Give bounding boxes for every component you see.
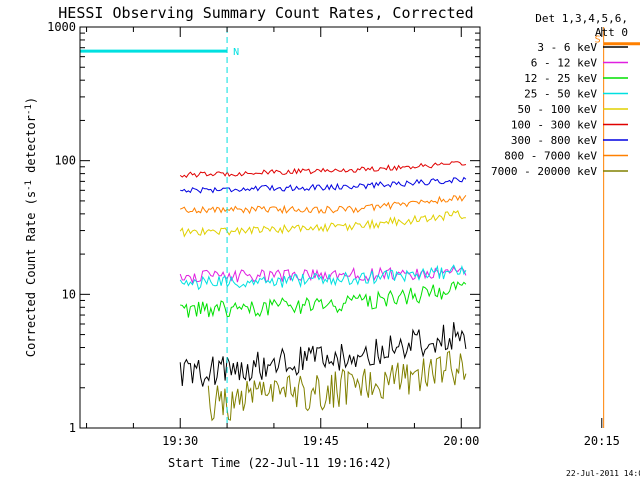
legend-entry-label: 3 - 6 keV <box>537 41 597 54</box>
series-line <box>179 161 467 178</box>
x-tick-label: 20:15 <box>584 434 620 448</box>
series-line <box>179 264 467 291</box>
legend-entry-label: 100 - 300 keV <box>511 119 597 132</box>
chart-title: HESSI Observing Summary Count Rates, Cor… <box>58 4 473 22</box>
series-line <box>207 350 467 422</box>
legend-entry-label: 50 - 100 keV <box>518 103 598 116</box>
x-axis-label: Start Time (22-Jul-11 19:16:42) <box>168 456 392 470</box>
legend-entry-label: 12 - 25 keV <box>524 72 597 85</box>
mode-label: S <box>595 35 601 46</box>
series-line <box>179 210 466 238</box>
legend-header: Det 1,3,4,5,6, <box>535 12 628 25</box>
y-tick-label: 1 <box>69 421 76 435</box>
legend-entry-label: 800 - 7000 keV <box>504 150 597 163</box>
y-tick-label: 1000 <box>47 20 76 34</box>
y-axis-label: Corrected Count Rate (s-1 detector-1) <box>24 97 38 357</box>
legend-entry-label: 300 - 800 keV <box>511 134 597 147</box>
series-line <box>179 266 467 285</box>
x-tick-label: 19:30 <box>162 434 198 448</box>
series-line <box>180 194 467 215</box>
legend-header: Att 0 <box>595 26 628 39</box>
footer-timestamp: 22-Jul-2011 14:07 <box>566 469 640 478</box>
y-tick-label: 10 <box>62 287 76 301</box>
series-line <box>180 281 467 318</box>
series-line <box>179 322 467 387</box>
legend-entry-label: 6 - 12 keV <box>531 57 598 70</box>
mode-label: N <box>233 47 239 58</box>
y-tick-label: 100 <box>54 154 76 168</box>
legend-entry-label: 25 - 50 keV <box>524 88 597 101</box>
x-tick-label: 20:00 <box>443 434 479 448</box>
series-line <box>180 176 467 194</box>
plot-frame <box>79 26 481 429</box>
legend-entry-label: 7000 - 20000 keV <box>491 165 597 178</box>
x-tick-label: 19:45 <box>303 434 339 448</box>
